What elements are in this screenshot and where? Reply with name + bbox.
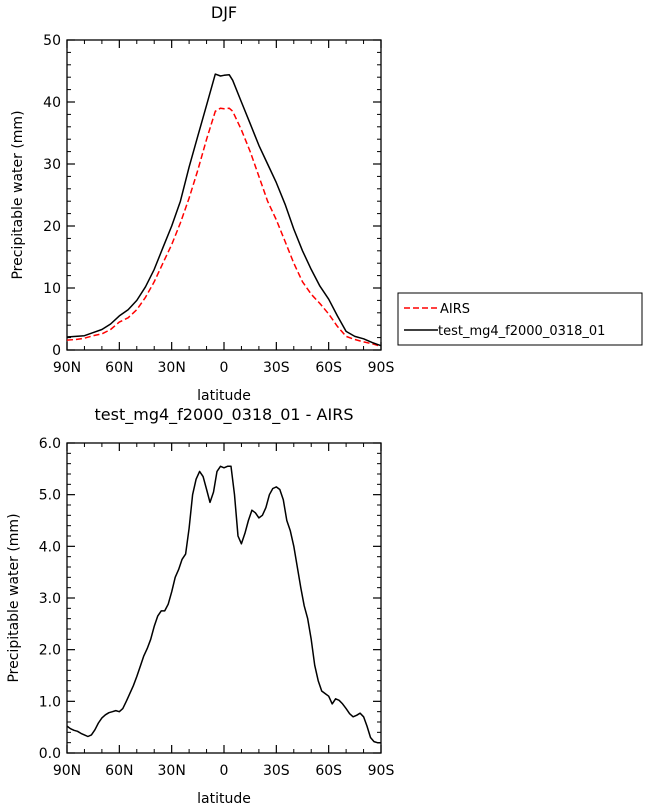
top-xtick-label: 30S [263, 360, 290, 376]
bottom-chart-lines [66, 465, 381, 744]
top-ytick-label: 20 [43, 219, 61, 235]
top-chart-title: DJF [211, 3, 237, 22]
bottom-ytick-label: 4.0 [39, 539, 61, 555]
top-chart-ylabel: Precipitable water (mm) [10, 110, 26, 279]
bottom-ytick-label: 2.0 [39, 643, 61, 659]
bottom-xtick-label: 90S [368, 763, 395, 779]
legend-label-airs: AIRS [440, 302, 470, 317]
top-chart-legend: AIRS test_mg4_f2000_0318_01 [397, 292, 643, 346]
top-series-line-1 [66, 73, 382, 347]
top-series-line-0 [66, 107, 382, 348]
top-xtick-label: 30N [158, 360, 186, 376]
bottom-chart-panel: test_mg4_f2000_0318_01 - AIRS 90N 60N 30N 0… [6, 405, 394, 807]
bottom-chart-xlabel: latitude [197, 791, 251, 807]
bottom-xtick-label: 0 [220, 763, 229, 779]
top-xtick-label: 60S [315, 360, 342, 376]
top-chart-lines [66, 73, 382, 348]
top-xtick-label: 90N [53, 360, 81, 376]
bottom-xtick-label: 30S [263, 763, 290, 779]
top-ytick-label: 50 [43, 33, 61, 49]
top-chart-panel: DJF 90N 60N 30N 0 30S 60S 90S 0 10 20 30 40 50 latit… [10, 3, 394, 404]
top-ytick-label: 10 [43, 281, 61, 297]
bottom-chart-ticks: 90N 60N 30N 0 30S 60S 90S 0.0 1.0 2.0 3.0 4.0 5.0 6.0 [39, 436, 395, 779]
top-chart-ticks: 90N 60N 30N 0 30S 60S 90S 0 10 20 30 40 50 [43, 33, 394, 376]
bottom-xtick-label: 30N [158, 763, 186, 779]
top-ytick-label: 30 [43, 157, 61, 173]
bottom-xtick-label: 60S [315, 763, 342, 779]
bottom-ytick-label: 0.0 [39, 746, 61, 762]
bottom-chart-frame [66, 442, 382, 754]
legend-box [397, 292, 643, 346]
bottom-chart-title: test_mg4_f2000_0318_01 - AIRS [95, 405, 354, 425]
top-xtick-label: 90S [368, 360, 395, 376]
top-xtick-label: 60N [105, 360, 133, 376]
bottom-ytick-label: 1.0 [39, 694, 61, 710]
bottom-ytick-label: 3.0 [39, 591, 61, 607]
bottom-series-line-0 [66, 465, 381, 744]
bottom-ytick-label: 6.0 [39, 436, 61, 452]
bottom-chart-ylabel: Precipitable water (mm) [6, 513, 22, 682]
top-chart-frame [66, 39, 382, 351]
legend-label-model: test_mg4_f2000_0318_01 [438, 324, 605, 339]
bottom-ytick-label: 5.0 [39, 488, 61, 504]
top-ytick-label: 0 [52, 343, 61, 359]
top-xtick-label: 0 [220, 360, 229, 376]
top-ytick-label: 40 [43, 95, 61, 111]
bottom-xtick-label: 90N [53, 763, 81, 779]
top-chart-xlabel: latitude [197, 388, 251, 404]
bottom-xtick-label: 60N [105, 763, 133, 779]
